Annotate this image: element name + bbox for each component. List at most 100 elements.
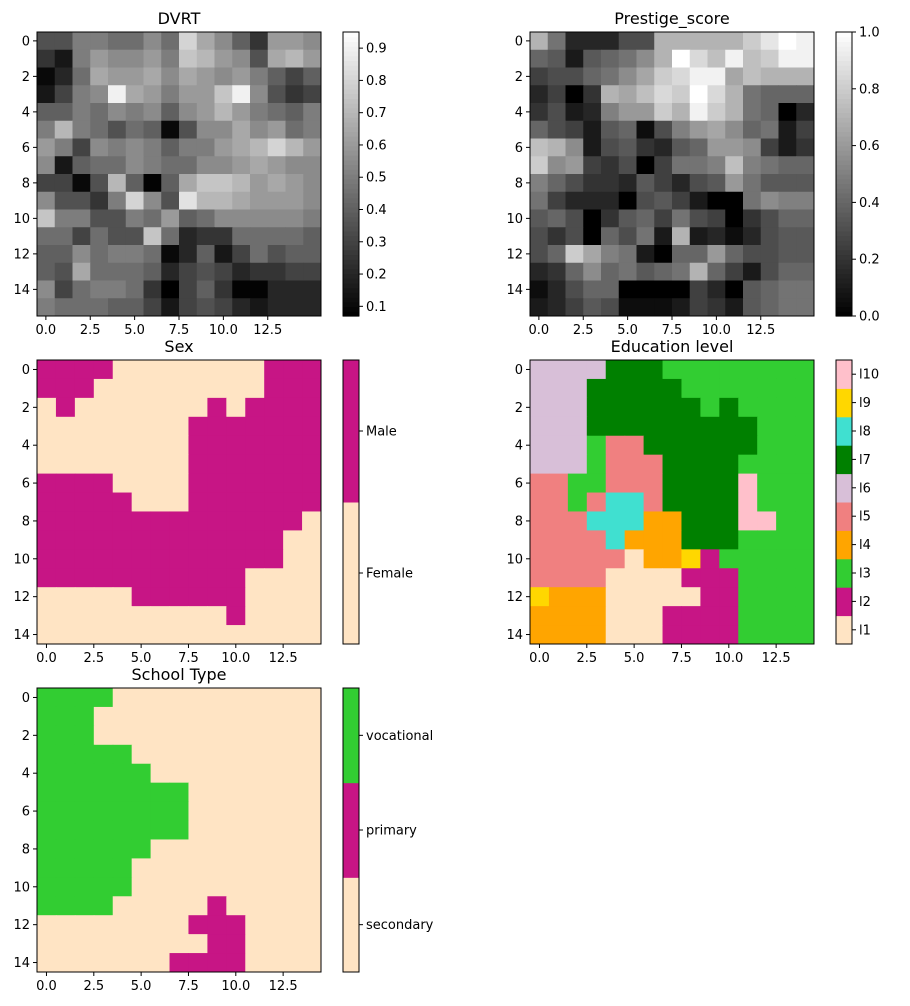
heatmap-cell [169,744,189,765]
heatmap-cell [245,915,265,935]
heatmap-cell [624,625,645,645]
heatmap-cell [662,530,682,550]
colorbar-segment [343,211,359,218]
heatmap-cell [689,120,708,139]
heatmap-cell [672,49,691,68]
heatmap-cell [37,625,57,645]
heatmap-cell [795,511,815,531]
heatmap-cell [108,156,127,175]
heatmap-cell [74,492,95,512]
heatmap-cell [547,262,566,281]
heatmap-cell [548,511,569,531]
x-tick-label: 2.5 [576,651,597,666]
heatmap-cell [245,473,265,494]
heatmap-cell [285,156,304,175]
heatmap-cell [169,820,189,840]
y-tick-label: 8 [22,842,30,857]
heatmap-cell [530,209,549,228]
heatmap-cell [54,280,73,299]
heatmap-cell [131,725,152,746]
heatmap-cell [214,156,233,175]
heatmap-cell [207,587,227,607]
heatmap-cell [188,360,208,380]
heatmap-cell [207,435,227,456]
heatmap-cell [547,120,566,139]
heatmap-cell [125,227,144,246]
heatmap-cell [643,549,664,569]
heatmap-cell [214,245,233,264]
heatmap-cell [37,378,57,399]
heatmap-cell [795,435,815,456]
heatmap-cell [530,473,550,494]
colorbar-tick-label: l10 [859,368,879,383]
heatmap-cell [37,934,57,954]
heatmap-cell [586,397,607,418]
heatmap-cell [796,262,815,281]
heatmap-cell [565,209,584,228]
heatmap-cell [672,227,691,246]
heatmap-cell [285,280,304,299]
heatmap-cell [207,625,227,645]
heatmap-cell [689,103,708,122]
heatmap-cell [207,416,227,437]
heatmap-cell [567,454,588,475]
heatmap-cell [196,85,215,104]
heatmap-cell [530,568,550,588]
heatmap-cell [795,416,815,437]
heatmap-cell [636,227,655,246]
heatmap-cell [662,568,682,588]
heatmap-cell [757,473,777,494]
heatmap-cell [719,454,739,475]
heatmap-cell [169,625,189,645]
heatmap-cell [74,858,95,878]
colorbar-segment [343,235,359,241]
heatmap-cell [125,209,144,228]
heatmap-cell [700,511,720,531]
heatmap-cell [672,209,691,228]
heatmap-cell [214,32,233,51]
heatmap-cell [795,454,815,475]
heatmap-cell [245,801,265,822]
colorbar-segment [836,235,852,241]
heatmap-cell [654,245,673,264]
heatmap-cell [93,877,114,897]
heatmap-cell [530,530,550,550]
heatmap-cell [738,416,758,437]
colorbar-segment [343,36,359,43]
heatmap-cell [169,801,189,822]
heatmap-cell [636,191,655,210]
heatmap-cell [757,511,777,531]
heatmap-cell [207,801,227,822]
heatmap-cell [548,473,569,494]
heatmap-cell [303,67,322,86]
heatmap-cell [196,103,215,122]
heatmap-cell [267,49,286,68]
heatmap-cell [776,473,796,494]
heatmap-cell [601,245,620,264]
heatmap-cell [150,454,171,475]
colorbar-segment [836,282,852,289]
colorbar-segment [836,169,852,175]
heatmap-cell [125,156,144,175]
heatmap-cell [583,32,602,51]
heatmap-cell [565,191,584,210]
heatmap-cell [108,138,127,157]
heatmap-cell [90,138,109,157]
heatmap-cell [245,839,265,859]
colorbar-segment [836,84,852,90]
heatmap-cell [601,120,620,139]
heatmap-cell [55,706,76,727]
heatmap-cell [643,606,664,626]
heatmap-cell [93,378,114,399]
heatmap-cell [245,706,265,727]
y-tick-label: 14 [13,283,30,298]
heatmap-cell [245,511,265,531]
y-tick-label: 4 [515,105,523,120]
heatmap-cell [37,32,56,51]
heatmap-cell [796,49,815,68]
heatmap-cell [108,32,127,51]
heatmap-cell [108,174,127,193]
heatmap-cell [662,625,682,645]
colorbar-segment [343,98,359,104]
heatmap-cell [302,877,322,897]
